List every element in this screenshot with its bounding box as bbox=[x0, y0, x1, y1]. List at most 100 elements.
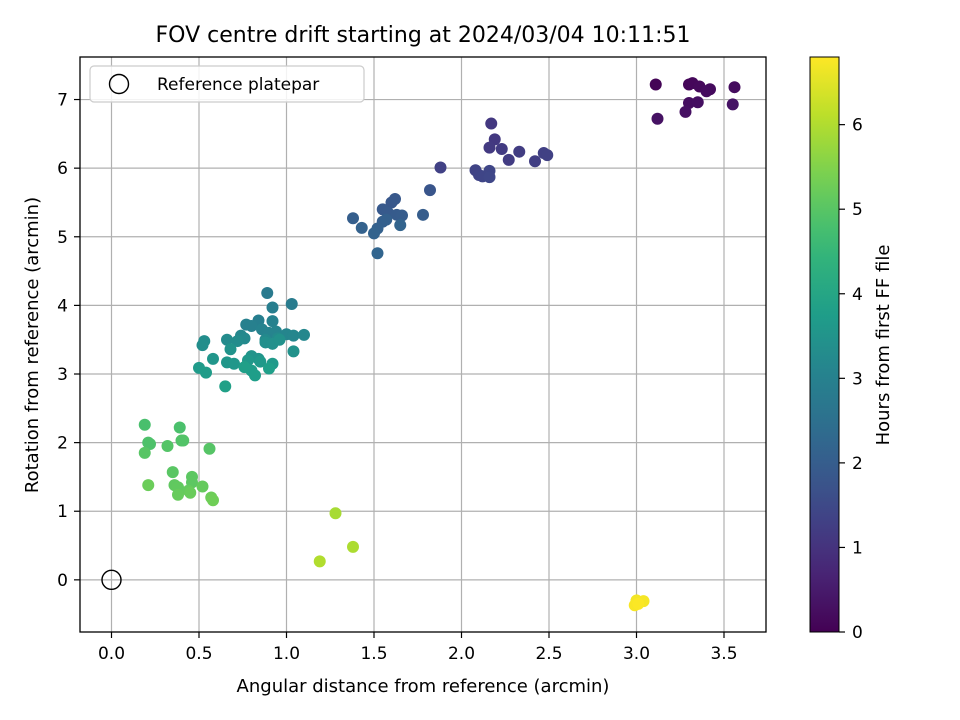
data-point bbox=[649, 78, 662, 91]
data-point bbox=[347, 212, 359, 225]
data-point bbox=[483, 171, 496, 184]
data-point bbox=[389, 193, 401, 206]
data-point bbox=[228, 357, 240, 370]
chart-title: FOV centre drift starting at 2024/03/04 … bbox=[156, 23, 691, 48]
data-point bbox=[224, 343, 237, 356]
data-point bbox=[285, 298, 298, 311]
data-point bbox=[249, 369, 261, 382]
data-point bbox=[261, 287, 274, 300]
x-tick-label: 0.5 bbox=[185, 644, 212, 664]
data-point bbox=[417, 208, 429, 221]
y-tick-label: 0 bbox=[57, 571, 68, 591]
data-point bbox=[371, 247, 384, 260]
data-point bbox=[368, 227, 380, 240]
data-point bbox=[355, 221, 368, 234]
y-tick-label: 4 bbox=[57, 296, 68, 316]
data-point bbox=[394, 219, 407, 232]
colorbar-tick-label: 6 bbox=[852, 116, 863, 136]
legend-label-reference: Reference platepar bbox=[157, 75, 319, 95]
reference-point-layer bbox=[101, 569, 122, 591]
data-point bbox=[651, 112, 664, 125]
colorbar bbox=[809, 56, 840, 633]
data-point bbox=[485, 117, 498, 130]
data-point bbox=[144, 437, 156, 450]
data-point bbox=[287, 345, 300, 358]
x-tick-label: 3.0 bbox=[623, 644, 650, 664]
data-point bbox=[380, 213, 393, 226]
y-axis-label: Rotation from reference (arcmin) bbox=[22, 197, 43, 493]
legend-marker-reference bbox=[108, 73, 130, 95]
x-axis-label: Angular distance from reference (arcmin) bbox=[237, 676, 610, 697]
reference-platepar-marker bbox=[101, 569, 122, 591]
data-point bbox=[263, 362, 275, 375]
data-point bbox=[287, 329, 300, 342]
data-point bbox=[396, 209, 408, 222]
data-point bbox=[266, 301, 279, 314]
data-point bbox=[142, 479, 155, 492]
data-point bbox=[266, 315, 279, 328]
data-point bbox=[726, 98, 739, 111]
data-point bbox=[177, 434, 190, 447]
legend-box bbox=[89, 65, 365, 103]
data-point bbox=[679, 105, 692, 118]
data-point bbox=[245, 319, 258, 332]
data-point bbox=[196, 339, 209, 352]
data-point bbox=[172, 488, 184, 501]
data-point bbox=[203, 442, 216, 455]
data-point bbox=[221, 333, 233, 346]
data-point bbox=[483, 141, 496, 154]
colorbar-ticks: 0 1 2 3 4 5 6 bbox=[839, 116, 863, 643]
data-point bbox=[495, 142, 508, 155]
data-point bbox=[166, 466, 179, 479]
y-axis-ticks: 0 1 2 3 4 5 6 7 bbox=[57, 91, 80, 591]
colorbar-label: Hours from first FF file bbox=[873, 245, 894, 446]
colorbar-tick-label: 3 bbox=[852, 369, 863, 389]
data-point bbox=[513, 145, 526, 158]
colorbar-tick-label: 4 bbox=[852, 285, 863, 305]
data-point bbox=[219, 380, 232, 393]
data-point bbox=[313, 555, 326, 568]
data-point bbox=[207, 494, 219, 507]
y-tick-label: 2 bbox=[57, 434, 68, 454]
data-points bbox=[138, 77, 741, 612]
colorbar-tick-label: 2 bbox=[852, 454, 863, 474]
data-point bbox=[700, 85, 713, 98]
x-axis-ticks: 0.0 0.5 1.0 1.5 2.0 2.5 3.0 3.5 bbox=[98, 632, 738, 664]
grid-lines bbox=[80, 57, 766, 632]
data-point bbox=[238, 361, 251, 374]
y-tick-label: 1 bbox=[57, 502, 68, 522]
data-point bbox=[138, 418, 151, 431]
data-point bbox=[196, 480, 209, 493]
data-point bbox=[298, 328, 310, 341]
legend: Reference platepar bbox=[89, 65, 365, 103]
x-tick-label: 1.5 bbox=[360, 644, 387, 664]
x-tick-label: 0.0 bbox=[98, 644, 125, 664]
plot-frame bbox=[79, 56, 767, 633]
y-tick-label: 5 bbox=[57, 228, 68, 248]
data-point bbox=[184, 486, 197, 499]
data-point bbox=[434, 161, 447, 174]
data-point bbox=[329, 507, 342, 520]
data-point bbox=[254, 355, 267, 368]
data-point bbox=[529, 155, 541, 168]
y-tick-label: 6 bbox=[57, 159, 68, 179]
data-point bbox=[541, 149, 554, 162]
data-point bbox=[691, 96, 704, 109]
y-tick-label: 3 bbox=[57, 365, 68, 385]
data-point bbox=[173, 421, 186, 434]
colorbar-tick-label: 0 bbox=[852, 623, 863, 643]
data-point bbox=[632, 597, 645, 610]
colorbar-tick-label: 1 bbox=[852, 538, 863, 558]
data-point bbox=[138, 446, 151, 459]
data-point bbox=[728, 81, 741, 94]
data-point bbox=[424, 184, 436, 197]
data-point bbox=[161, 440, 174, 453]
x-tick-label: 1.0 bbox=[273, 644, 300, 664]
data-point bbox=[502, 153, 515, 166]
data-point bbox=[347, 540, 359, 553]
data-point bbox=[207, 352, 219, 365]
data-point bbox=[231, 335, 244, 348]
colorbar-tick-label: 5 bbox=[852, 200, 863, 220]
y-tick-label: 7 bbox=[57, 91, 68, 111]
